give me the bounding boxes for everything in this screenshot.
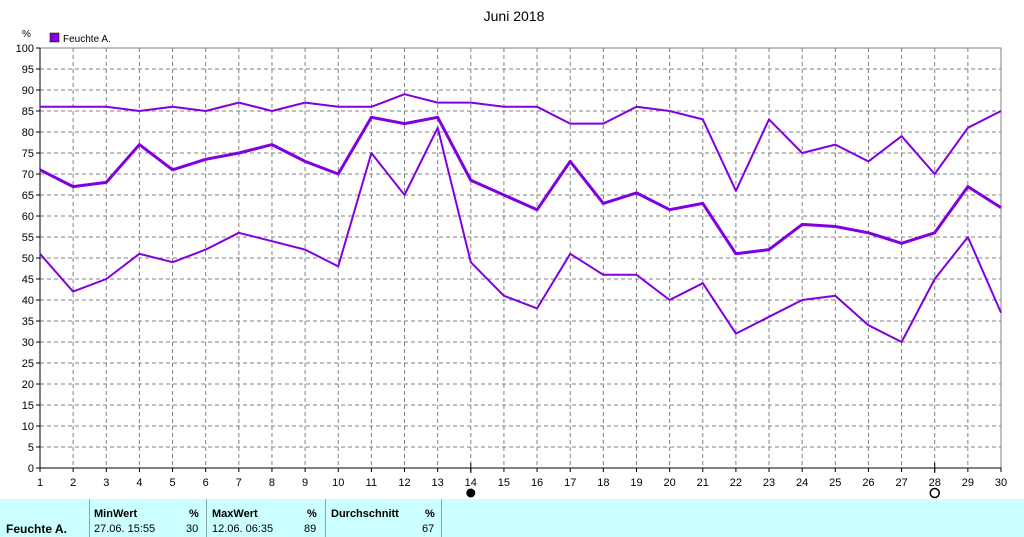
x-tick-label: 19 bbox=[630, 477, 642, 489]
avg-unit: % bbox=[425, 508, 435, 520]
y-tick-label: 60 bbox=[22, 211, 34, 223]
y-tick-label: 25 bbox=[22, 358, 34, 370]
stats-separator bbox=[325, 499, 326, 537]
y-tick-label: 90 bbox=[22, 85, 34, 97]
x-tick-label: 20 bbox=[663, 477, 675, 489]
x-tick-label: 6 bbox=[203, 477, 209, 489]
x-tick-label: 21 bbox=[697, 477, 709, 489]
y-tick-label: 50 bbox=[22, 253, 34, 265]
y-tick-label: 85 bbox=[22, 106, 34, 118]
x-tick-label: 29 bbox=[962, 477, 974, 489]
y-tick-label: 15 bbox=[22, 400, 34, 412]
y-tick-label: 95 bbox=[22, 64, 34, 76]
x-tick-label: 16 bbox=[531, 477, 543, 489]
y-tick-label: 20 bbox=[22, 379, 34, 391]
y-tick-label: 80 bbox=[22, 127, 34, 139]
x-tick-label: 28 bbox=[929, 477, 941, 489]
x-tick-label: 18 bbox=[597, 477, 609, 489]
x-tick-label: 13 bbox=[432, 477, 444, 489]
min-value: 30 bbox=[186, 523, 199, 535]
y-tick-label: 40 bbox=[22, 295, 34, 307]
x-tick-label: 24 bbox=[796, 477, 808, 489]
avg-value: 67 bbox=[422, 523, 435, 535]
x-tick-label: 9 bbox=[302, 477, 308, 489]
max-unit: % bbox=[307, 508, 317, 520]
x-tick-label: 8 bbox=[269, 477, 275, 489]
y-tick-label: 70 bbox=[22, 169, 34, 181]
y-tick-label: 30 bbox=[22, 337, 34, 349]
x-tick-label: 17 bbox=[564, 477, 576, 489]
x-tick-label: 25 bbox=[829, 477, 841, 489]
series-line bbox=[39, 126, 1002, 343]
series-line bbox=[39, 115, 1002, 256]
stats-separator bbox=[441, 499, 442, 537]
x-tick-label: 5 bbox=[169, 477, 175, 489]
series-line bbox=[40, 93, 1002, 192]
full-moon-marker bbox=[466, 488, 476, 498]
x-tick-label: 30 bbox=[995, 477, 1007, 489]
x-tick-label: 1 bbox=[37, 477, 43, 489]
y-tick-label: 100 bbox=[16, 43, 34, 55]
chart-title: Juni 2018 bbox=[484, 8, 545, 24]
y-axis-label: % bbox=[22, 29, 31, 40]
x-tick-label: 26 bbox=[862, 477, 874, 489]
x-tick-label: 3 bbox=[103, 477, 109, 489]
x-tick-label: 14 bbox=[465, 477, 477, 489]
x-tick-label: 27 bbox=[895, 477, 907, 489]
x-tick-label: 11 bbox=[366, 477, 377, 489]
stats-separator bbox=[89, 499, 90, 537]
y-tick-label: 5 bbox=[28, 442, 34, 454]
line-chart: Juni 2018% Feuchte A.05101520253035404550… bbox=[16, 8, 1007, 499]
min-label: MinWert bbox=[94, 508, 138, 520]
y-tick-label: 45 bbox=[22, 274, 34, 286]
y-tick-label: 65 bbox=[22, 190, 34, 202]
max-value: 89 bbox=[304, 523, 317, 535]
legend-swatch bbox=[49, 32, 60, 43]
legend-label: Feuchte A. bbox=[63, 34, 111, 45]
x-tick-label: 23 bbox=[763, 477, 775, 489]
x-tick-label: 12 bbox=[398, 477, 410, 489]
y-tick-label: 10 bbox=[22, 421, 34, 433]
x-tick-label: 22 bbox=[730, 477, 742, 489]
stats-separator bbox=[206, 499, 207, 537]
avg-label: Durchschnitt bbox=[331, 508, 399, 520]
y-tick-label: 55 bbox=[22, 232, 34, 244]
y-tick-label: 75 bbox=[22, 148, 34, 160]
x-tick-label: 7 bbox=[236, 477, 242, 489]
x-tick-label: 2 bbox=[70, 477, 76, 489]
min-unit: % bbox=[189, 508, 199, 520]
stats-series-label: Feuchte A. bbox=[6, 522, 67, 536]
y-tick-label: 35 bbox=[22, 316, 34, 328]
x-tick-label: 4 bbox=[136, 477, 142, 489]
min-date: 27.06. 15:55 bbox=[94, 523, 156, 535]
x-tick-label: 10 bbox=[332, 477, 344, 489]
statistics-panel: Feuchte A. MinWert % 27.06. 15:55 30 Max… bbox=[0, 499, 1024, 537]
x-tick-label: 15 bbox=[498, 477, 510, 489]
max-date: 12.06. 06:35 bbox=[212, 523, 274, 535]
y-tick-label: 0 bbox=[28, 463, 34, 475]
new-moon-marker bbox=[929, 487, 940, 499]
max-label: MaxWert bbox=[212, 508, 258, 520]
